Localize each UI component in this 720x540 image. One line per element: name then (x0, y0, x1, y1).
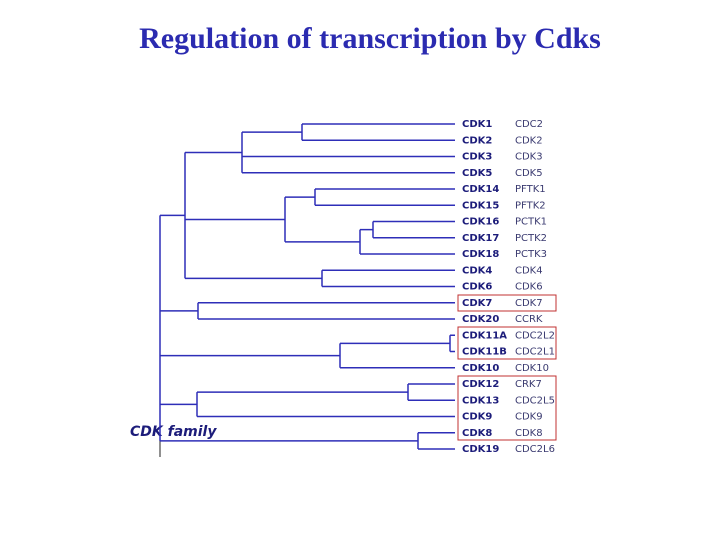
gene-alias: PFTK1 (515, 184, 546, 195)
highlight-box (457, 375, 557, 441)
gene-name: CDK18 (462, 249, 499, 260)
gene-alias: CDK6 (515, 282, 543, 293)
gene-name: CDK3 (462, 152, 492, 163)
gene-alias: CDC2L6 (515, 444, 555, 455)
gene-alias: CDK10 (515, 363, 549, 374)
gene-alias: CDC2L2 (515, 330, 555, 341)
gene-name: CDK1 (462, 119, 492, 130)
gene-name: CDK20 (462, 314, 499, 325)
gene-alias: CDK8 (515, 428, 543, 439)
gene-alias: CDC2 (515, 119, 543, 130)
gene-alias: CRK7 (515, 379, 542, 390)
gene-name: CDK2 (462, 135, 492, 146)
gene-alias: PCTK2 (515, 233, 547, 244)
gene-alias: CDC2L5 (515, 395, 555, 406)
slide-title: Regulation of transcription by Cdks (139, 22, 601, 55)
highlight-box (457, 294, 557, 312)
gene-name: CDK14 (462, 184, 499, 195)
gene-alias: CDK9 (515, 412, 543, 423)
gene-alias: PCTK3 (515, 249, 547, 260)
gene-alias: PCTK1 (515, 217, 547, 228)
gene-name: CDK10 (462, 363, 499, 374)
gene-name: CDK6 (462, 282, 492, 293)
gene-name: CDK16 (462, 217, 499, 228)
gene-name: CDK4 (462, 265, 492, 276)
gene-alias: CDK4 (515, 265, 543, 276)
gene-name: CDK5 (462, 168, 492, 179)
gene-alias: CCRK (515, 314, 543, 325)
gene-name: CDK9 (462, 412, 492, 423)
gene-alias: CDK2 (515, 135, 543, 146)
gene-name: CDK17 (462, 233, 499, 244)
gene-alias: CDC2L1 (515, 347, 555, 358)
gene-alias: CDK5 (515, 168, 543, 179)
gene-name: CDK13 (462, 395, 499, 406)
gene-alias: CDK7 (515, 298, 543, 309)
gene-name: CDK11B (462, 347, 507, 358)
gene-alias: PFTK2 (515, 200, 546, 211)
gene-name: CDK11A (462, 330, 507, 341)
gene-name: CDK15 (462, 200, 499, 211)
family-label: CDK family (130, 424, 217, 440)
gene-name: CDK19 (462, 444, 499, 455)
gene-alias: CDK3 (515, 152, 543, 163)
gene-name: CDK7 (462, 298, 492, 309)
gene-name: CDK12 (462, 379, 499, 390)
highlight-box (457, 326, 557, 360)
gene-name: CDK8 (462, 428, 492, 439)
